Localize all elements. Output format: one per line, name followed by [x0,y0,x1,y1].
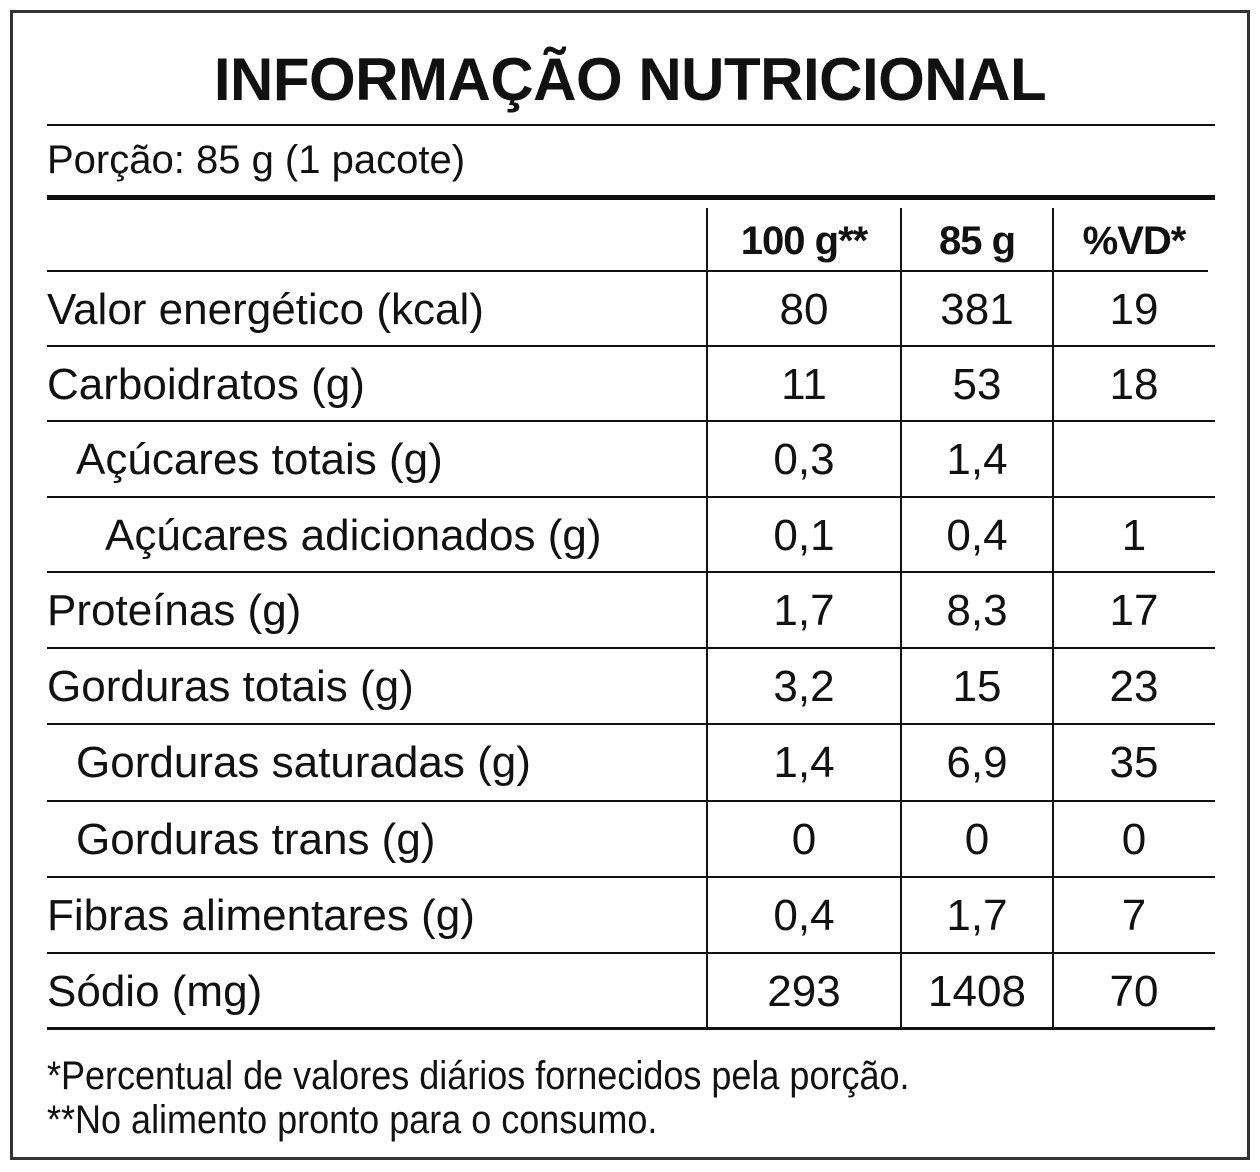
row-divider [47,496,1215,498]
row-divider [47,345,1215,347]
nutrient-label: Gorduras totais (g) [47,662,414,711]
value-per-portion: 0 [964,815,990,864]
value-per-100g: 293 [767,967,841,1016]
value-per-100g: 3,2 [773,662,835,711]
value-per-portion: 8,3 [946,586,1008,635]
value-per-portion: 53 [952,360,1002,409]
row-divider [47,952,1215,954]
value-per-100g: 0,1 [773,511,835,560]
nutrient-label: Açúcares adicionados (g) [105,511,602,560]
portion-divider [47,195,1215,200]
row-divider [47,647,1215,649]
row-divider [47,800,1215,802]
label-border [10,10,1250,1160]
value-per-portion: 1,4 [946,435,1008,484]
table-row: Açúcares adicionados (g) 0,1 0,4 1 [47,498,1215,574]
value-per-portion: 6,9 [946,738,1008,787]
value-daily-percent: 70 [1109,967,1159,1016]
value-per-100g: 80 [779,285,829,334]
column-header-vd: %VD* [1082,219,1187,263]
nutrient-label: Fibras alimentares (g) [47,891,475,940]
label-title: INFORMAÇÃO NUTRICIONAL [213,46,1047,113]
table-row: Gorduras trans (g) 0 0 0 [47,802,1215,878]
value-per-100g: 11 [781,360,827,409]
value-per-portion: 1408 [928,967,1026,1016]
nutrient-label: Carboidratos (g) [47,360,365,409]
value-daily-percent: 7 [1121,891,1147,940]
value-daily-percent: 18 [1109,360,1159,409]
value-per-100g: 1,7 [773,586,835,635]
row-divider [47,420,1215,422]
value-per-portion: 1,7 [946,891,1008,940]
table-row: Fibras alimentares (g) 0,4 1,7 7 [47,878,1215,954]
table-bottom-divider [47,1027,1215,1030]
column-divider [706,208,708,1028]
value-per-100g: 0,4 [773,891,835,940]
value-per-portion: 15 [952,662,1002,711]
value-per-100g: 1,4 [773,738,835,787]
nutrient-label: Açúcares totais (g) [76,435,443,484]
value-daily-percent: 0 [1121,815,1147,864]
column-header-portion: 85 g [938,219,1016,263]
value-per-100g: 0 [791,815,817,864]
value-daily-percent: 1 [1121,511,1147,560]
value-daily-percent: 35 [1109,738,1159,787]
table-row: Valor energético (kcal) 80 381 19 [47,272,1215,348]
nutrient-label: Sódio (mg) [47,967,263,1016]
nutrient-label: Proteínas (g) [47,586,302,635]
portion-size: Porção: 85 g (1 pacote) [47,138,466,182]
footnote-vd: *Percentual de valores diários fornecido… [47,1054,910,1098]
row-divider [47,571,1215,573]
value-daily-percent: 19 [1109,285,1159,334]
row-divider [47,270,1208,272]
value-per-100g: 0,3 [773,435,835,484]
value-daily-percent: 17 [1109,586,1159,635]
column-header-100g: 100 g** [740,219,868,263]
table-row: Açúcares totais (g) 0,3 1,4 [47,422,1215,498]
value-daily-percent: 23 [1109,662,1159,711]
footnote-ready: **No alimento pronto para o consumo. [47,1098,658,1142]
table-header: 100 g** 85 g %VD* [47,208,1215,284]
column-divider [1052,208,1054,1028]
nutrient-label: Gorduras saturadas (g) [76,738,531,787]
nutrient-label: Gorduras trans (g) [76,815,436,864]
row-divider [47,723,1215,725]
table-row: Gorduras totais (g) 3,2 15 23 [47,649,1215,725]
nutrient-label: Valor energético (kcal) [47,285,484,334]
table-row: Proteínas (g) 1,7 8,3 17 [47,573,1215,649]
table-row: Sódio (mg) 293 1408 70 [47,954,1215,1030]
title-divider [47,124,1215,126]
row-divider [47,876,1215,878]
value-per-portion: 0,4 [946,511,1008,560]
table-row: Carboidratos (g) 11 53 18 [47,347,1215,423]
column-divider [900,208,902,1028]
value-daily-percent [1053,422,1215,498]
value-per-portion: 381 [940,285,1014,334]
table-row: Gorduras saturadas (g) 1,4 6,9 35 [47,725,1215,801]
